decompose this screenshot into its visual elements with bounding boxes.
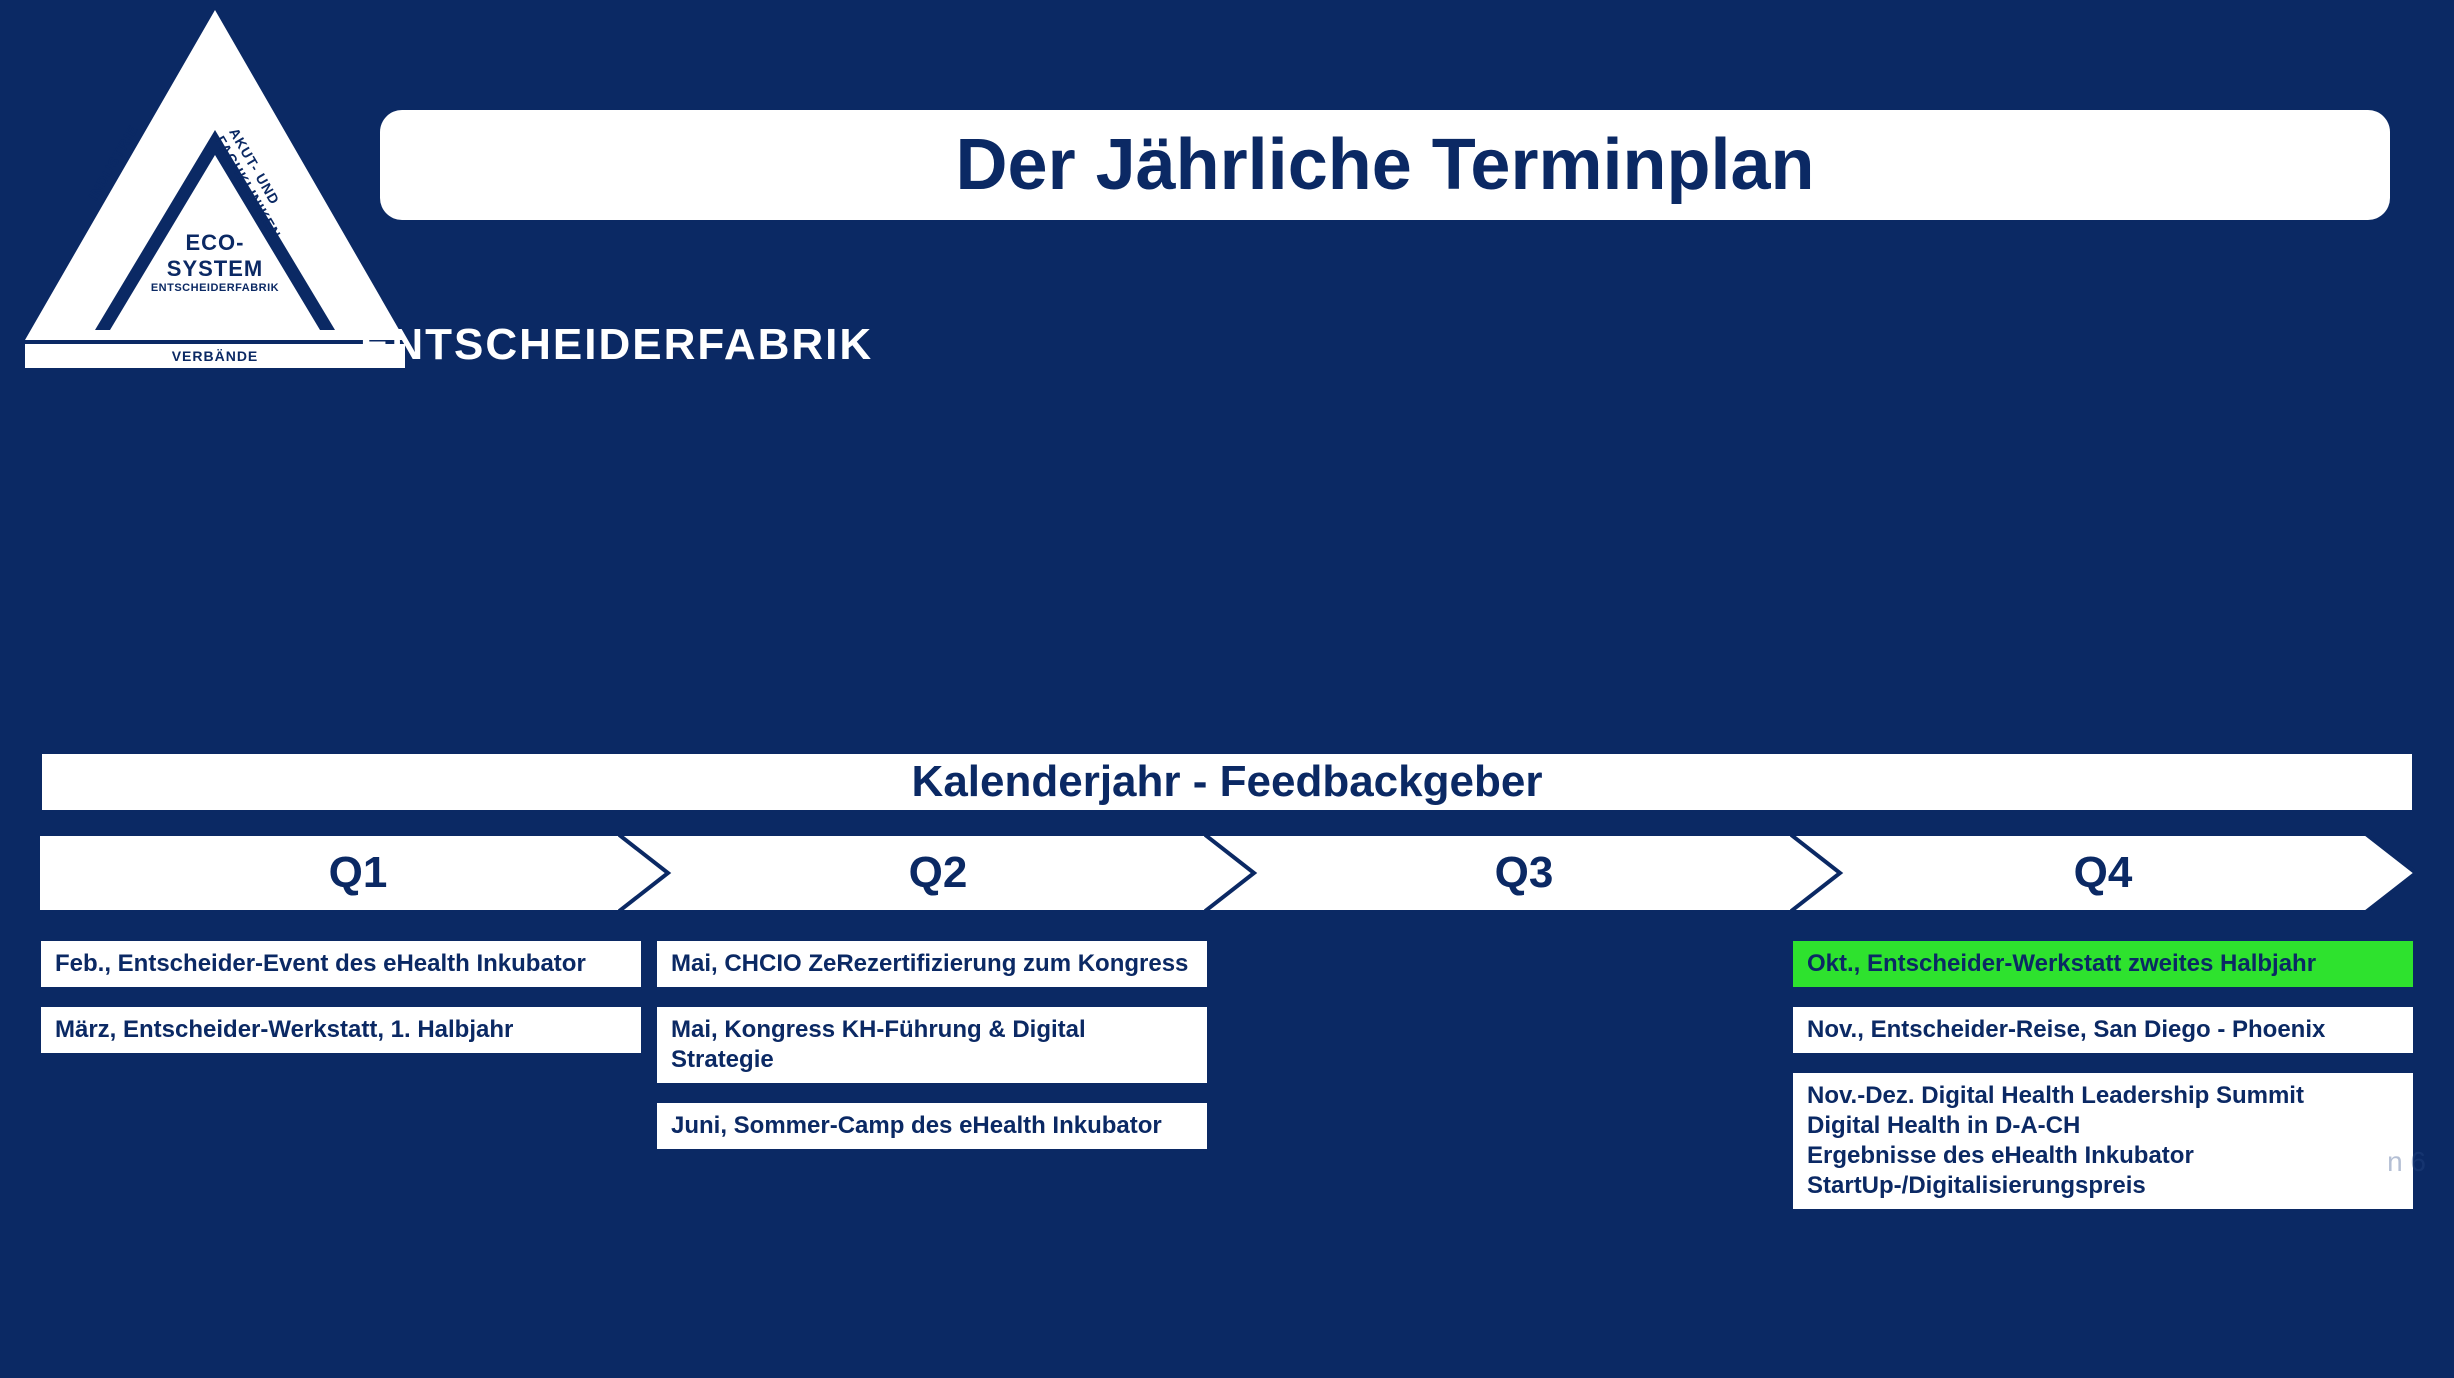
quarter-q1: Q1 <box>38 834 678 912</box>
events-col-q1: Feb., Entscheider-Event des eHealth Inku… <box>38 938 644 1056</box>
quarter-q4: Q4 <box>1790 834 2416 912</box>
event-line: Digital Health in D-A-CH <box>1807 1111 2399 1141</box>
calendar-header: Kalenderjahr - Feedbackgeber <box>38 750 2416 814</box>
event-line: StartUp-/Digitalisierungspreis <box>1807 1171 2399 1201</box>
event-box: Okt., Entscheider-Werkstatt zweites Halb… <box>1790 938 2416 990</box>
quarter-arrow-icon <box>1204 834 1844 912</box>
event-box: Mai, CHCIO ZeRezertifizierung zum Kongre… <box>654 938 1210 990</box>
quarter-arrow-icon <box>618 834 1258 912</box>
quarter-arrow-icon <box>38 834 678 912</box>
event-line: Mai, Kongress KH-Führung & Digital Strat… <box>671 1015 1193 1075</box>
event-line: Juni, Sommer-Camp des eHealth Inkubator <box>671 1111 1193 1141</box>
event-line: Mai, CHCIO ZeRezertifizierung zum Kongre… <box>671 949 1193 979</box>
event-box: Nov.-Dez. Digital Health Leadership Summ… <box>1790 1070 2416 1212</box>
event-box: Nov., Entscheider-Reise, San Diego - Pho… <box>1790 1004 2416 1056</box>
event-line: März, Entscheider-Werkstatt, 1. Halbjahr <box>55 1015 627 1045</box>
event-box: Feb., Entscheider-Event des eHealth Inku… <box>38 938 644 990</box>
quarter-row: Q1Q2Q3Q4 <box>38 834 2416 912</box>
quarter-q3: Q3 <box>1204 834 1844 912</box>
logo: ECO- SYSTEM ENTSCHEIDERFABRIK INDUSTRIE … <box>25 10 405 390</box>
event-line: Feb., Entscheider-Event des eHealth Inku… <box>55 949 627 979</box>
page-title: Der Jährliche Terminplan <box>956 124 1815 206</box>
quarter-q2: Q2 <box>618 834 1258 912</box>
event-line: Ergebnisse des eHealth Inkubator <box>1807 1141 2399 1171</box>
brand-wordmark: ENTSCHEIDERFABRIK <box>360 320 873 370</box>
events-col-q4: Okt., Entscheider-Werkstatt zweites Halb… <box>1790 938 2416 1212</box>
logo-side-bottom: VERBÄNDE <box>25 344 405 368</box>
events-col-q2: Mai, CHCIO ZeRezertifizierung zum Kongre… <box>654 938 1210 1152</box>
event-line: Nov.-Dez. Digital Health Leadership Summ… <box>1807 1081 2399 1111</box>
event-box: Mai, Kongress KH-Führung & Digital Strat… <box>654 1004 1210 1086</box>
event-box: März, Entscheider-Werkstatt, 1. Halbjahr <box>38 1004 644 1056</box>
event-box: Juni, Sommer-Camp des eHealth Inkubator <box>654 1100 1210 1152</box>
event-line: Okt., Entscheider-Werkstatt zweites Halb… <box>1807 949 2399 979</box>
page-title-bar: Der Jährliche Terminplan <box>380 110 2390 220</box>
page-number: n 6 <box>2387 1146 2426 1178</box>
logo-core-line3: ENTSCHEIDERFABRIK <box>135 282 295 294</box>
event-line: Nov., Entscheider-Reise, San Diego - Pho… <box>1807 1015 2399 1045</box>
quarter-arrow-icon <box>1790 834 2416 912</box>
logo-core-line2: SYSTEM <box>135 256 295 282</box>
